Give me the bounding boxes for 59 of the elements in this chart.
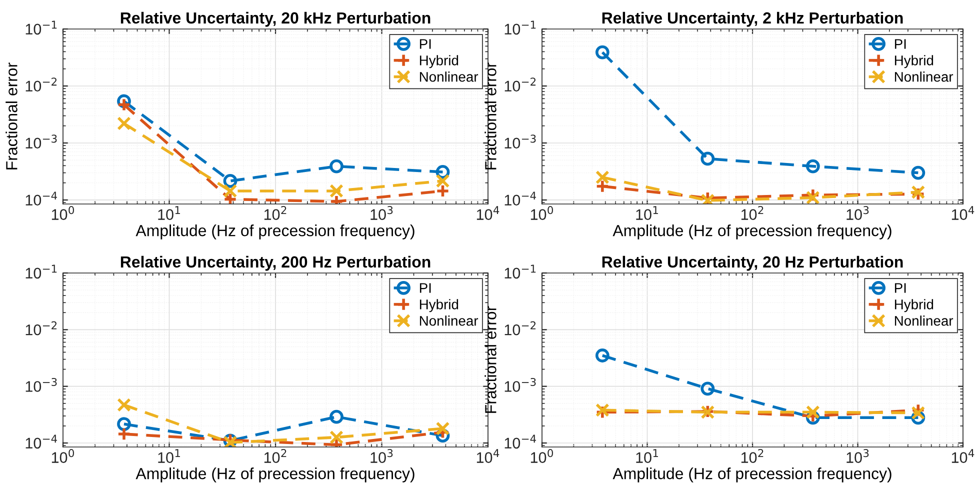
x-tick-label: 10$^{3}$ [846, 449, 869, 463]
x-tick-label: 10$^{0}$ [52, 449, 74, 463]
x-tick-label: 10$^{4}$ [476, 206, 500, 220]
y-axis-title: Fractional error [484, 306, 496, 413]
legend-label: Nonlinear [894, 72, 954, 82]
x-axis-title: Amplitude (Hz of precession frequency) [136, 224, 414, 240]
x-tick-label: 10$^{3}$ [846, 206, 869, 220]
y-tick-label: 10$^{−4}$ [26, 192, 57, 206]
legend-label: Hybrid [420, 299, 458, 312]
x-tick-label: 10$^{3}$ [370, 449, 393, 463]
x-tick-label: 10$^{1}$ [158, 449, 180, 463]
x-tick-label: 10$^{1}$ [636, 449, 658, 463]
y-tick-label: 10$^{−4}$ [504, 192, 536, 206]
legend-label: PI [420, 283, 431, 293]
legend-label: Nonlinear [894, 316, 954, 326]
x-axis-title: Amplitude (Hz of precession frequency) [136, 467, 414, 482]
legend-label: PI [894, 39, 906, 49]
x-tick-label: 10$^{1}$ [636, 206, 658, 220]
x-axis-title: Amplitude (Hz of precession frequency) [612, 224, 892, 240]
y-tick-label: 10$^{−2}$ [504, 321, 536, 336]
y-tick-label: 10$^{−3}$ [26, 378, 57, 392]
x-tick-label: 10$^{0}$ [530, 206, 554, 220]
y-tick-label: 10$^{−4}$ [504, 434, 536, 449]
x-tick-label: 10$^{2}$ [264, 206, 286, 220]
legend-label: Hybrid [894, 299, 934, 312]
legend-label: Nonlinear [420, 316, 478, 326]
x-tick-label: 10$^{2}$ [741, 449, 764, 463]
x-tick-label: 10$^{1}$ [158, 206, 180, 220]
legend-label: PI [894, 283, 906, 293]
x-tick-label: 10$^{2}$ [264, 449, 286, 463]
y-tick-label: 10$^{−1}$ [504, 264, 536, 279]
x-tick-label: 10$^{2}$ [741, 206, 764, 220]
y-tick-label: 10$^{−3}$ [504, 378, 536, 392]
x-tick-label: 10$^{3}$ [370, 206, 393, 220]
x-tick-label: 10$^{0}$ [530, 449, 554, 463]
y-tick-label: 10$^{−1}$ [26, 264, 57, 279]
y-tick-label: 10$^{−3}$ [26, 134, 57, 149]
y-tick-label: 10$^{−4}$ [26, 434, 57, 449]
y-axis-title: Fractional error [484, 62, 496, 170]
legend-label: Hybrid [420, 55, 458, 68]
chart-title: Relative Uncertainty, 20 Hz Perturbation [602, 256, 903, 271]
chart-title: Relative Uncertainty, 2 kHz Perturbation [602, 12, 903, 27]
y-tick-label: 10$^{−2}$ [26, 78, 57, 92]
y-axis-title: Fractional error [6, 62, 18, 170]
x-tick-label: 10$^{4}$ [476, 449, 500, 463]
y-tick-label: 10$^{−1}$ [504, 20, 536, 35]
chart-title: Relative Uncertainty, 200 Hz Perturbation [120, 256, 430, 271]
legend-label: Nonlinear [420, 72, 478, 82]
chart-title: Relative Uncertainty, 20 kHz Perturbation [120, 12, 430, 27]
x-tick-label: 10$^{4}$ [952, 449, 974, 463]
x-axis-title: Amplitude (Hz of precession frequency) [612, 467, 892, 482]
y-tick-label: 10$^{−2}$ [504, 78, 536, 92]
y-tick-label: 10$^{−3}$ [504, 134, 536, 149]
legend-label: PI [420, 39, 431, 49]
y-tick-label: 10$^{−2}$ [26, 321, 57, 336]
y-tick-label: 10$^{−1}$ [26, 20, 57, 35]
x-tick-label: 10$^{0}$ [52, 206, 74, 220]
x-tick-label: 10$^{4}$ [952, 206, 974, 220]
legend-label: Hybrid [894, 55, 934, 68]
